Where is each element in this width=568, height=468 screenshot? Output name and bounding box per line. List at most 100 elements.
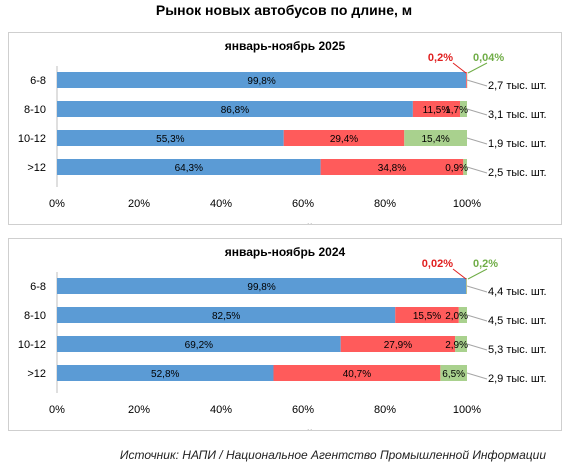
callout-line-other-0	[467, 268, 488, 280]
data-label-russia-0: 99,8%	[247, 282, 275, 293]
callout-china-0: 0,02%	[422, 258, 453, 270]
legend-label-china: Китай	[283, 223, 313, 224]
category-label-1: 8-10	[24, 104, 46, 116]
bar-china-0	[466, 72, 467, 88]
category-label-3: >12	[27, 162, 46, 174]
total-label-3: 2,9 тыс. шт.	[488, 373, 547, 385]
data-label-other-3: 6,5%	[442, 369, 465, 380]
legend-label-russia: Россия	[224, 223, 260, 224]
chart-title: январь-ноябрь 2025	[225, 39, 346, 53]
bar-other-1	[460, 101, 467, 117]
legend-label-other: Другие	[325, 223, 360, 224]
bar-other-3	[440, 365, 467, 381]
category-label-2: 10-12	[18, 339, 46, 351]
total-leader-line-3	[466, 166, 488, 174]
bar-russia-2	[57, 336, 341, 352]
bar-china-1	[412, 101, 461, 117]
page-title: Рынок новых автобусов по длине, м	[155, 2, 413, 18]
chart-panel-2024: январь-ноябрь 2024 6-8 99,8% 4,4 тыс. шт. 8-…	[8, 238, 562, 431]
stacked-bar-chart-2024: январь-ноябрь 2024 6-8 99,8% 4,4 тыс. шт. 8-…	[18, 245, 547, 430]
x-tick-label-4: 80%	[374, 198, 396, 210]
x-tick-label-2: 40%	[210, 404, 232, 416]
category-label-2: 10-12	[18, 133, 46, 145]
total-label-2: 5,3 тыс. шт.	[488, 344, 547, 356]
bar-russia-3	[57, 365, 274, 381]
x-tick-label-1: 20%	[128, 404, 150, 416]
bar-china-2	[340, 336, 456, 352]
callout-line-other-0	[467, 62, 488, 74]
callout-line-china-0	[452, 62, 467, 74]
x-tick-label-5: 100%	[453, 198, 481, 210]
total-label-2: 1,9 тыс. шт.	[488, 138, 547, 150]
data-label-russia-2: 69,2%	[185, 340, 213, 351]
bar-china-2	[283, 130, 405, 146]
total-leader-line-1	[466, 108, 488, 116]
stacked-bar-chart-2025: январь-ноябрь 2025 6-8 99,8% 2,7 тыс. шт. 8-…	[18, 39, 547, 224]
legend-label-china: Китай	[283, 429, 313, 430]
data-label-china-2: 29,4%	[330, 134, 358, 145]
data-label-other-1: 2,0%	[445, 311, 468, 322]
callout-china-0: 0,2%	[428, 52, 453, 64]
legend-label-russia: Россия	[224, 429, 260, 430]
data-label-china-2: 27,9%	[384, 340, 412, 351]
data-label-russia-2: 55,3%	[156, 134, 184, 145]
x-tick-label-1: 20%	[128, 198, 150, 210]
source-note: Источник: НАПИ / Национальное Агентство …	[119, 448, 546, 462]
bar-other-3	[463, 159, 467, 175]
bar-china-3	[320, 159, 464, 175]
x-tick-label-4: 80%	[374, 404, 396, 416]
bar-russia-2	[57, 130, 284, 146]
data-label-china-1: 15,5%	[413, 311, 441, 322]
data-label-other-2: 15,4%	[421, 134, 449, 145]
callout-line-china-0	[452, 268, 467, 280]
total-leader-line-0	[466, 79, 488, 87]
data-label-russia-1: 86,8%	[221, 105, 249, 116]
category-label-0: 6-8	[30, 281, 46, 293]
chart-panel-2025: январь-ноябрь 2025 6-8 99,8% 2,7 тыс. шт. 8-…	[8, 32, 562, 225]
total-leader-line-3	[466, 372, 488, 380]
x-tick-label-0: 0%	[49, 404, 65, 416]
x-tick-label-2: 40%	[210, 198, 232, 210]
category-label-3: >12	[27, 368, 46, 380]
total-label-1: 3,1 тыс. шт.	[488, 109, 547, 121]
data-label-other-3: 0,9%	[445, 163, 468, 174]
data-label-china-1: 11,5%	[423, 105, 451, 116]
bar-russia-1	[57, 307, 396, 323]
bar-other-1	[458, 307, 467, 323]
total-leader-line-0	[466, 285, 488, 293]
data-label-other-1: 1,7%	[445, 105, 468, 116]
x-tick-label-0: 0%	[49, 198, 65, 210]
total-label-0: 4,4 тыс. шт.	[488, 286, 547, 298]
total-leader-line-2	[466, 343, 488, 351]
data-label-russia-3: 52,8%	[151, 369, 179, 380]
bar-russia-3	[57, 159, 321, 175]
callout-other-0: 0,2%	[473, 258, 498, 270]
bar-other-2	[455, 336, 467, 352]
bar-other-0	[466, 278, 467, 294]
bar-russia-0	[57, 72, 467, 88]
data-label-china-3: 40,7%	[343, 369, 371, 380]
total-leader-line-2	[466, 137, 488, 145]
bar-china-3	[273, 365, 441, 381]
data-label-china-3: 34,8%	[378, 163, 406, 174]
data-label-other-2: 2,9%	[445, 340, 468, 351]
total-label-3: 2,5 тыс. шт.	[488, 167, 547, 179]
bar-china-1	[395, 307, 459, 323]
x-tick-label-3: 60%	[292, 198, 314, 210]
legend-label-other: Другие	[325, 429, 360, 430]
bar-russia-0	[57, 278, 467, 294]
category-label-0: 6-8	[30, 75, 46, 87]
x-tick-label-3: 60%	[292, 404, 314, 416]
x-tick-label-5: 100%	[453, 404, 481, 416]
chart-title: январь-ноябрь 2024	[225, 245, 346, 259]
total-leader-line-1	[466, 314, 488, 322]
bar-other-2	[404, 130, 467, 146]
total-label-1: 4,5 тыс. шт.	[488, 315, 547, 327]
data-label-russia-1: 82,5%	[212, 311, 240, 322]
callout-other-0: 0,04%	[473, 52, 504, 64]
total-label-0: 2,7 тыс. шт.	[488, 80, 547, 92]
data-label-russia-0: 99,8%	[247, 76, 275, 87]
category-label-1: 8-10	[24, 310, 46, 322]
bar-russia-1	[57, 101, 413, 117]
data-label-russia-3: 64,3%	[175, 163, 203, 174]
